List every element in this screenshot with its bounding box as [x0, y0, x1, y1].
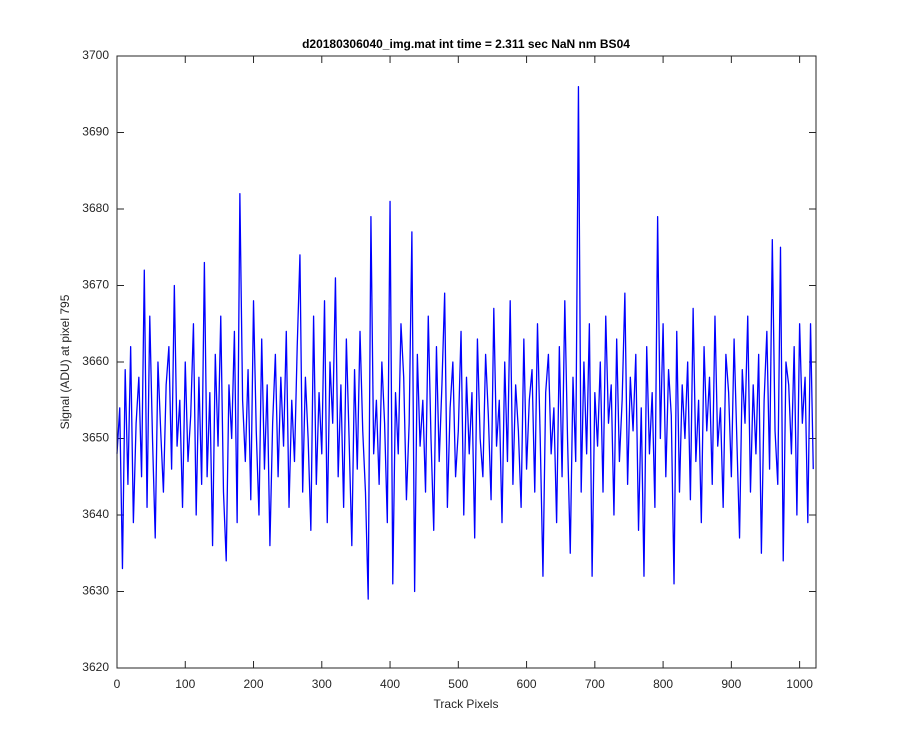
x-tick-label: 700 [585, 677, 605, 691]
y-tick-label: 3670 [82, 278, 109, 292]
y-tick-label: 3650 [82, 431, 109, 445]
y-axis-label: Signal (ADU) at pixel 795 [58, 294, 72, 429]
x-tick-label: 100 [175, 677, 195, 691]
x-tick-label: 0 [114, 677, 121, 691]
data-line [116, 85, 814, 600]
chart-title: d20180306040_img.mat int time = 2.311 se… [302, 37, 630, 51]
x-tick-label: 1000 [786, 677, 813, 691]
x-tick-label: 400 [380, 677, 400, 691]
x-tick-label: 500 [448, 677, 468, 691]
x-tick-label: 600 [517, 677, 537, 691]
y-tick-label: 3680 [82, 201, 109, 215]
y-tick-label: 3630 [82, 584, 109, 598]
y-tick-label: 3620 [82, 660, 109, 674]
y-tick-label: 3690 [82, 125, 109, 139]
x-tick-label: 200 [244, 677, 264, 691]
x-tick-label: 800 [653, 677, 673, 691]
y-tick-label: 3640 [82, 507, 109, 521]
axes-box [116, 55, 817, 669]
y-tick-label: 3700 [82, 48, 109, 62]
y-tick-label: 3660 [82, 354, 109, 368]
x-tick-label: 900 [721, 677, 741, 691]
x-axis-label: Track Pixels [434, 697, 499, 711]
x-tick-label: 300 [312, 677, 332, 691]
